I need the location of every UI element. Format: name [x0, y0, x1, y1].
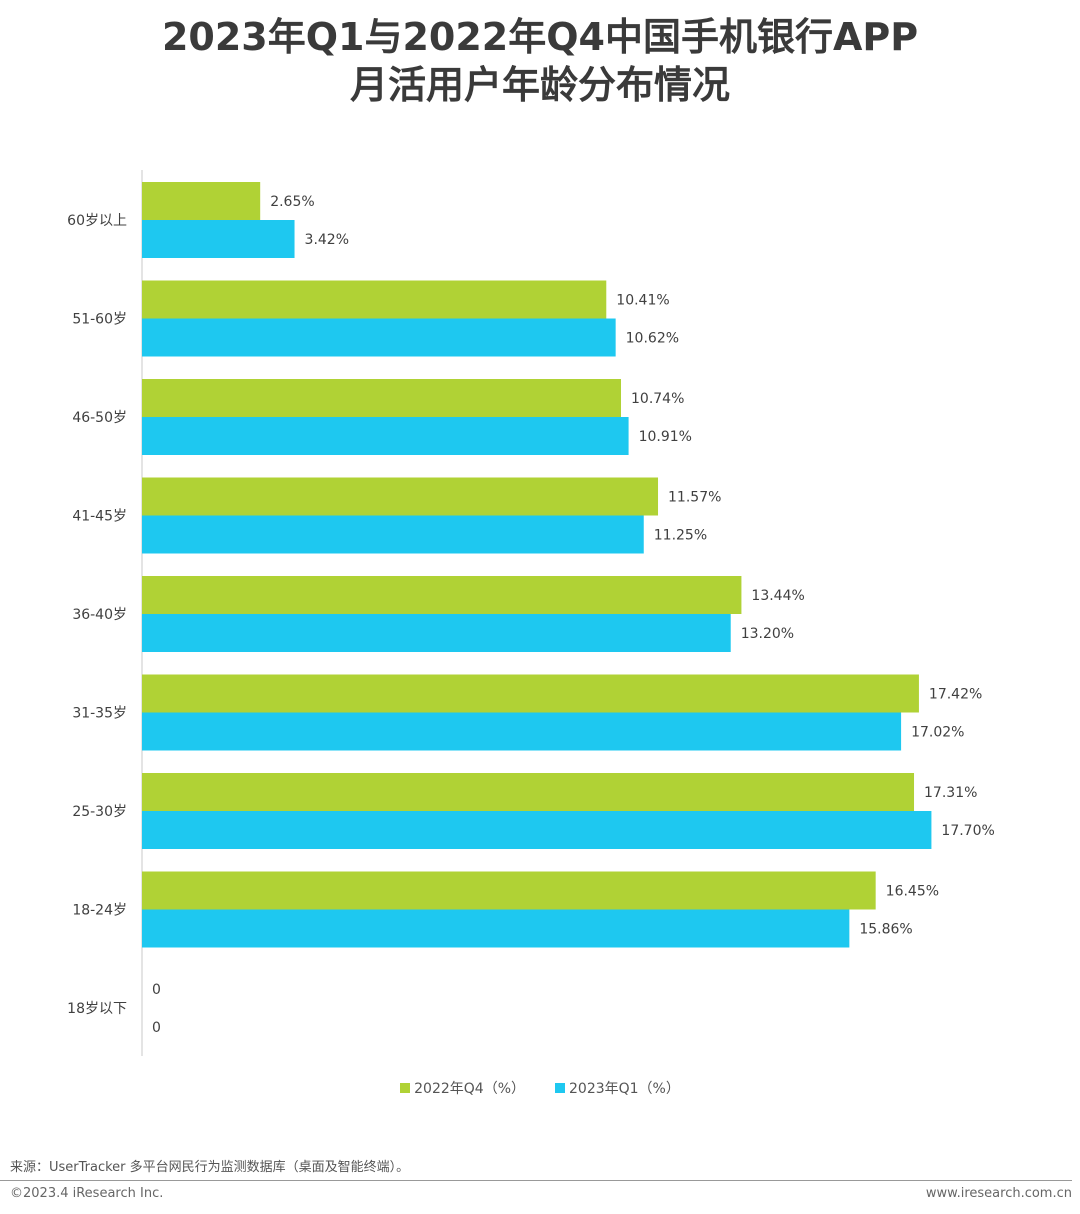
bar-series0-cat0 [142, 182, 261, 220]
legend-swatch-2023q1 [555, 1083, 565, 1093]
data-label-series0-cat4: 13.44% [751, 588, 804, 604]
bar-series1-cat0 [142, 220, 295, 258]
bar-series0-cat4 [142, 576, 742, 614]
data-label-series0-cat6: 17.31% [924, 785, 977, 801]
bar-series1-cat6 [142, 811, 932, 849]
legend-item-2023q1: 2023年Q1（%） [555, 1078, 680, 1098]
data-label-series0-cat2: 10.74% [631, 391, 684, 407]
bar-series0-cat6 [142, 773, 915, 811]
category-label-5: 31-35岁 [72, 706, 127, 722]
category-label-1: 51-60岁 [72, 312, 127, 328]
bar-series1-cat5 [142, 712, 902, 751]
bar-series0-cat3 [142, 477, 659, 516]
legend-item-2022q4: 2022年Q4（%） [400, 1078, 525, 1098]
chart-title-line2: 月活用户年龄分布情况 [349, 63, 730, 107]
bar-series1-cat4 [142, 614, 731, 652]
data-label-series1-cat7: 15.86% [859, 922, 912, 938]
data-label-series1-cat1: 10.62% [626, 331, 679, 347]
bar-chart: 60岁以上 2.65% 3.42% 51-60岁 10.41% 10.62% 46-50岁 1… [67, 170, 995, 1056]
category-label-7: 18-24岁 [72, 903, 127, 919]
bar-series0-cat2 [142, 379, 622, 417]
data-label-series1-cat8: 0 [152, 1020, 161, 1036]
data-label-series1-cat6: 17.70% [941, 823, 994, 839]
legend-swatch-2022q4 [400, 1083, 411, 1093]
bar-series0-cat5 [142, 674, 919, 713]
data-label-series1-cat0: 3.42% [305, 232, 349, 248]
chart-legend: 2022年Q4（%） 2023年Q1（%） [0, 1078, 1080, 1098]
category-label-4: 36-40岁 [72, 607, 127, 623]
data-label-series0-cat0: 2.65% [270, 194, 314, 210]
bar-series0-cat7 [142, 871, 876, 910]
bar-series0-cat1 [142, 280, 607, 319]
category-label-8: 18岁以下 [67, 1001, 127, 1017]
chart-title-line1: 2023年Q1与2022年Q4中国手机银行APP [161, 15, 919, 59]
category-label-6: 25-30岁 [72, 804, 127, 820]
bar-series1-cat7 [142, 909, 850, 948]
category-label-3: 41-45岁 [72, 509, 127, 525]
website-link[interactable]: www.iresearch.com.cn [925, 1186, 1072, 1201]
category-label-0: 60岁以上 [67, 213, 127, 229]
data-label-series1-cat4: 13.20% [741, 626, 794, 642]
data-label-series0-cat1: 10.41% [616, 293, 669, 309]
data-label-series1-cat5: 17.02% [911, 725, 964, 741]
data-label-series0-cat3: 11.57% [668, 490, 721, 506]
data-label-series1-cat3: 11.25% [654, 528, 707, 544]
category-label-2: 46-50岁 [72, 410, 127, 426]
data-label-series0-cat8: 0 [152, 982, 161, 998]
data-label-series1-cat2: 10.91% [639, 429, 692, 445]
data-label-series0-cat7: 16.45% [886, 884, 939, 900]
bar-series1-cat1 [142, 318, 616, 357]
legend-label-2023q1: 2023年Q1（%） [569, 1081, 680, 1097]
source-note: 来源：UserTracker 多平台网民行为监测数据库（桌面及智能终端）。 [10, 1160, 410, 1175]
footer-divider [0, 1180, 1072, 1181]
legend-label-2022q4: 2022年Q4（%） [414, 1081, 525, 1097]
bar-series1-cat2 [142, 417, 629, 455]
copyright-text: ©2023.4 iResearch Inc. [10, 1186, 164, 1201]
bar-series1-cat3 [142, 515, 644, 554]
data-label-series0-cat5: 17.42% [929, 687, 982, 703]
